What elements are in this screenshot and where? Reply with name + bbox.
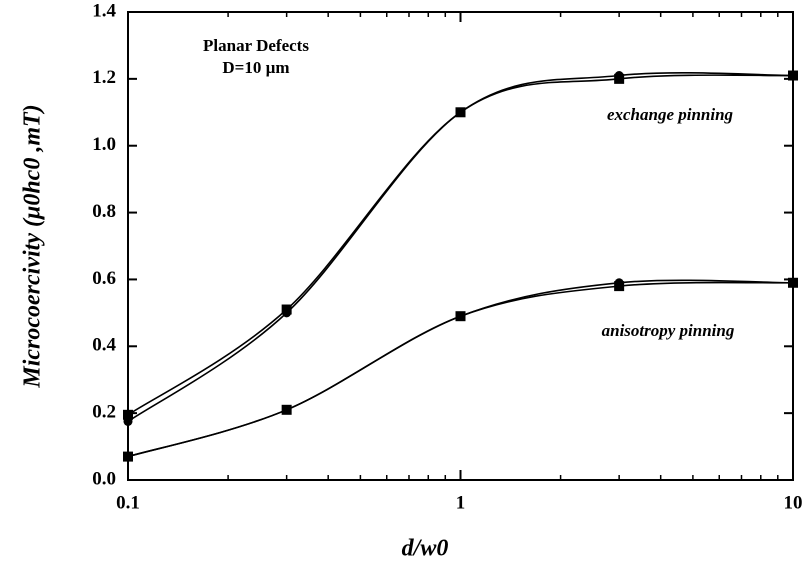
marker <box>123 409 133 420</box>
marker <box>123 452 133 462</box>
y-tick-label: 0.8 <box>92 201 116 222</box>
marker <box>456 107 465 117</box>
marker <box>123 417 133 426</box>
line <box>127 72 794 423</box>
marker <box>282 405 292 415</box>
marker <box>456 311 465 321</box>
y-tick-label: 0.0 <box>92 468 116 489</box>
x-axis-label: d/w0 <box>402 536 449 562</box>
y-tick-label: 1.2 <box>92 67 116 88</box>
annotation: exchange pinning <box>607 105 734 124</box>
y-tick-label: 0.6 <box>92 268 116 289</box>
x-tick-label: 10 <box>784 492 803 513</box>
marker <box>788 278 798 288</box>
marker <box>614 71 624 81</box>
annotation: D=10 µm <box>222 58 289 77</box>
y-tick-label: 1.0 <box>92 134 116 155</box>
plot-frame <box>127 11 794 481</box>
marker <box>282 308 292 318</box>
y-tick-label: 0.4 <box>92 335 116 356</box>
y-axis-label: Microcoercivity (μ0hc0 ,mT) <box>20 104 46 388</box>
x-tick-label: 0.1 <box>116 492 140 513</box>
y-tick-label: 0.2 <box>92 402 116 423</box>
annotation: Planar Defects <box>203 36 309 55</box>
line <box>127 74 794 416</box>
marker <box>614 278 624 288</box>
y-tick-label: 1.4 <box>92 0 116 21</box>
x-tick-label: 1 <box>456 492 466 513</box>
line <box>127 279 794 458</box>
marker <box>788 71 798 81</box>
annotation: anisotropy pinning <box>602 321 735 340</box>
